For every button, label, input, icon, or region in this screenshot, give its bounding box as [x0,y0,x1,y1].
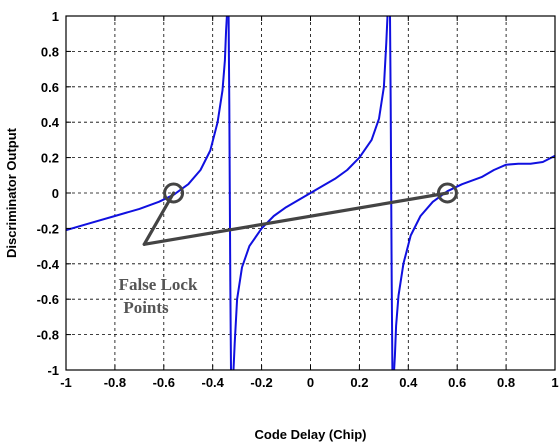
y-tick-label: -0.2 [37,221,59,236]
x-tick-label: 0 [307,375,314,390]
y-tick-label: 0.8 [41,44,59,59]
y-tick-label: 0.2 [41,151,59,166]
curve-segment [393,154,555,370]
false-lock-marker [436,182,458,204]
y-tick-label: -0.6 [37,292,59,307]
x-tick-label: 0.6 [448,375,466,390]
x-tick-label: 0.2 [350,375,368,390]
x-tick-label: -0.4 [201,375,224,390]
false-lock-marker [163,182,185,204]
x-tick-label: -0.2 [250,375,272,390]
x-tick-label: -0.8 [104,375,126,390]
y-axis-label: Discriminator Output [4,127,19,258]
axis-ticks: -1 -0.8 -0.6 -0.4 -0.2 0 0.2 0.4 0.6 0.8 1 1 0.8 0.6 0… [37,9,559,390]
discriminator-curve [66,16,555,370]
y-tick-label: -0.4 [37,257,60,272]
x-tick-label: 0.4 [399,375,418,390]
curve-segment [66,16,228,232]
curve-segment [227,16,232,370]
y-tick-label: 0.6 [41,80,59,95]
curve-segment [232,16,389,370]
false-lock-annotation [142,182,458,246]
y-tick-label: -1 [47,363,59,378]
y-tick-label: 0 [52,186,59,201]
y-tick-label: 1 [52,9,59,24]
x-tick-label: 0.8 [497,375,515,390]
x-tick-label: -0.6 [153,375,175,390]
annotation-text-line2: Points [123,298,169,317]
pointer-line [142,191,450,246]
x-axis-label: Code Delay (Chip) [255,427,367,442]
curve-segment [389,16,394,370]
y-tick-label: 0.4 [41,115,60,130]
x-tick-label: -1 [60,375,72,390]
y-tick-label: -0.8 [37,328,59,343]
x-tick-label: 1 [551,375,558,390]
annotation-text-line1: False Lock [119,275,198,294]
